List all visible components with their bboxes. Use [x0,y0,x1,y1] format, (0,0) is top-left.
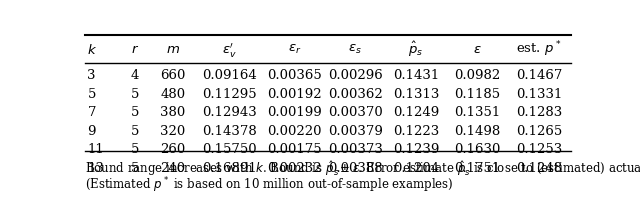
Text: 5: 5 [131,106,140,119]
Text: $\epsilon_s$: $\epsilon_s$ [348,43,362,56]
Text: 0.16891: 0.16891 [202,162,257,175]
Text: 240: 240 [161,162,186,175]
Text: 0.00370: 0.00370 [328,106,383,119]
Text: 13: 13 [88,162,104,175]
Text: 0.14378: 0.14378 [202,125,257,138]
Text: 0.1185: 0.1185 [454,88,500,101]
Text: 0.1253: 0.1253 [516,143,563,156]
Text: 0.1630: 0.1630 [454,143,500,156]
Text: 0.1751: 0.1751 [454,162,500,175]
Text: 0.1431: 0.1431 [393,69,439,82]
Text: 5: 5 [131,143,140,156]
Text: 0.1283: 0.1283 [516,106,563,119]
Text: $\epsilon$: $\epsilon$ [472,43,481,56]
Text: $\hat{p}_s$: $\hat{p}_s$ [408,40,424,59]
Text: 0.00199: 0.00199 [268,106,322,119]
Text: 0.00388: 0.00388 [328,162,383,175]
Text: 0.00232: 0.00232 [268,162,322,175]
Text: 0.1249: 0.1249 [393,106,439,119]
Text: 0.09164: 0.09164 [202,69,257,82]
Text: 5: 5 [131,88,140,101]
Text: 4: 4 [131,69,140,82]
Text: 3: 3 [88,69,96,82]
Text: 0.1265: 0.1265 [516,125,563,138]
Text: 0.00192: 0.00192 [268,88,322,101]
Text: $\epsilon_v'$: $\epsilon_v'$ [222,41,237,59]
Text: 0.1351: 0.1351 [454,106,500,119]
Text: $r$: $r$ [131,43,139,56]
Text: 9: 9 [88,125,96,138]
Text: 0.00296: 0.00296 [328,69,383,82]
Text: 0.0982: 0.0982 [454,69,500,82]
Text: $k$: $k$ [88,43,97,56]
Text: 0.11295: 0.11295 [202,88,257,101]
Text: 260: 260 [161,143,186,156]
Text: 5: 5 [131,162,140,175]
Text: 5: 5 [131,125,140,138]
Text: 0.1239: 0.1239 [393,143,439,156]
Text: 0.00362: 0.00362 [328,88,383,101]
Text: 0.1467: 0.1467 [516,69,563,82]
Text: Bound range increases with $k$. Bound is $\hat{p}_s \pm \epsilon$. Error estimat: Bound range increases with $k$. Bound is… [85,159,640,178]
Text: 0.00175: 0.00175 [268,143,322,156]
Text: 320: 320 [161,125,186,138]
Text: 0.00379: 0.00379 [328,125,383,138]
Text: 11: 11 [88,143,104,156]
Text: 7: 7 [88,106,96,119]
Text: 0.15750: 0.15750 [202,143,257,156]
Text: $\epsilon_r$: $\epsilon_r$ [288,43,301,56]
Text: 0.1313: 0.1313 [393,88,439,101]
Text: 0.00373: 0.00373 [328,143,383,156]
Text: 380: 380 [161,106,186,119]
Text: (Estimated $p^*$ is based on 10 million out-of-sample examples): (Estimated $p^*$ is based on 10 million … [85,176,454,195]
Text: 480: 480 [161,88,186,101]
Text: 0.1223: 0.1223 [393,125,439,138]
Text: 0.1498: 0.1498 [454,125,500,138]
Text: 0.1248: 0.1248 [516,162,562,175]
Text: 0.00365: 0.00365 [268,69,322,82]
Text: 0.00220: 0.00220 [268,125,322,138]
Text: 660: 660 [161,69,186,82]
Text: 0.12943: 0.12943 [202,106,257,119]
Text: $m$: $m$ [166,43,180,56]
Text: est. $p^*$: est. $p^*$ [516,40,562,59]
Text: 0.1331: 0.1331 [516,88,563,101]
Text: 0.1204: 0.1204 [393,162,439,175]
Text: 5: 5 [88,88,96,101]
